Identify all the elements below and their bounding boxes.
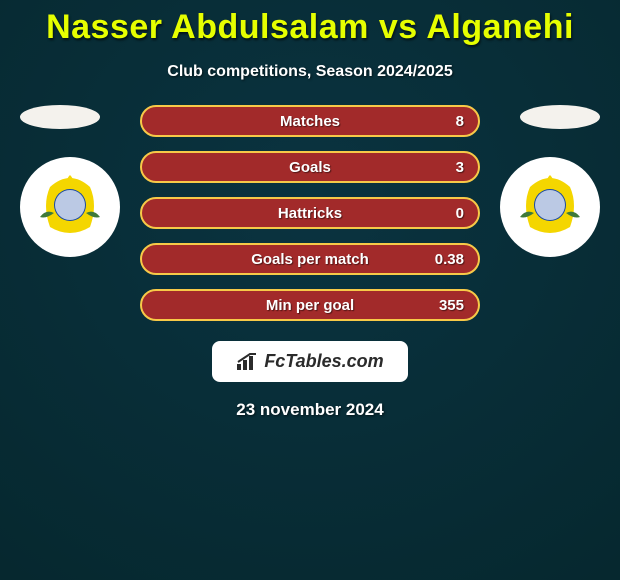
stat-value-right: 3 xyxy=(424,159,464,176)
subtitle: Club competitions, Season 2024/2025 xyxy=(167,63,452,81)
stat-row: Min per goal355 xyxy=(140,289,480,321)
stat-value-right: 355 xyxy=(424,297,464,314)
club-emblem-right xyxy=(500,157,600,257)
stat-row: Goals3 xyxy=(140,151,480,183)
stat-row: Matches8 xyxy=(140,105,480,137)
stat-label: Goals xyxy=(196,159,424,176)
club-logo-right xyxy=(500,157,600,257)
page-title: Nasser Abdulsalam vs Alganehi xyxy=(46,8,574,47)
stat-value-right: 0 xyxy=(424,205,464,222)
brand-badge: FcTables.com xyxy=(212,341,407,382)
stat-label: Matches xyxy=(196,113,424,130)
stat-label: Hattricks xyxy=(196,205,424,222)
stat-value-right: 0.38 xyxy=(424,251,464,268)
stat-label: Min per goal xyxy=(196,297,424,314)
brand-icon xyxy=(236,353,258,371)
club-emblem-left xyxy=(20,157,120,257)
stat-row: Goals per match0.38 xyxy=(140,243,480,275)
stat-label: Goals per match xyxy=(196,251,424,268)
stat-value-right: 8 xyxy=(424,113,464,130)
club-logo-left xyxy=(20,157,120,257)
stat-row: Hattricks0 xyxy=(140,197,480,229)
country-flag-left xyxy=(20,105,100,129)
country-flag-right xyxy=(520,105,600,129)
brand-text: FcTables.com xyxy=(264,351,383,372)
stats-list: Matches8Goals3Hattricks0Goals per match0… xyxy=(140,105,480,321)
date-text: 23 november 2024 xyxy=(236,400,383,420)
